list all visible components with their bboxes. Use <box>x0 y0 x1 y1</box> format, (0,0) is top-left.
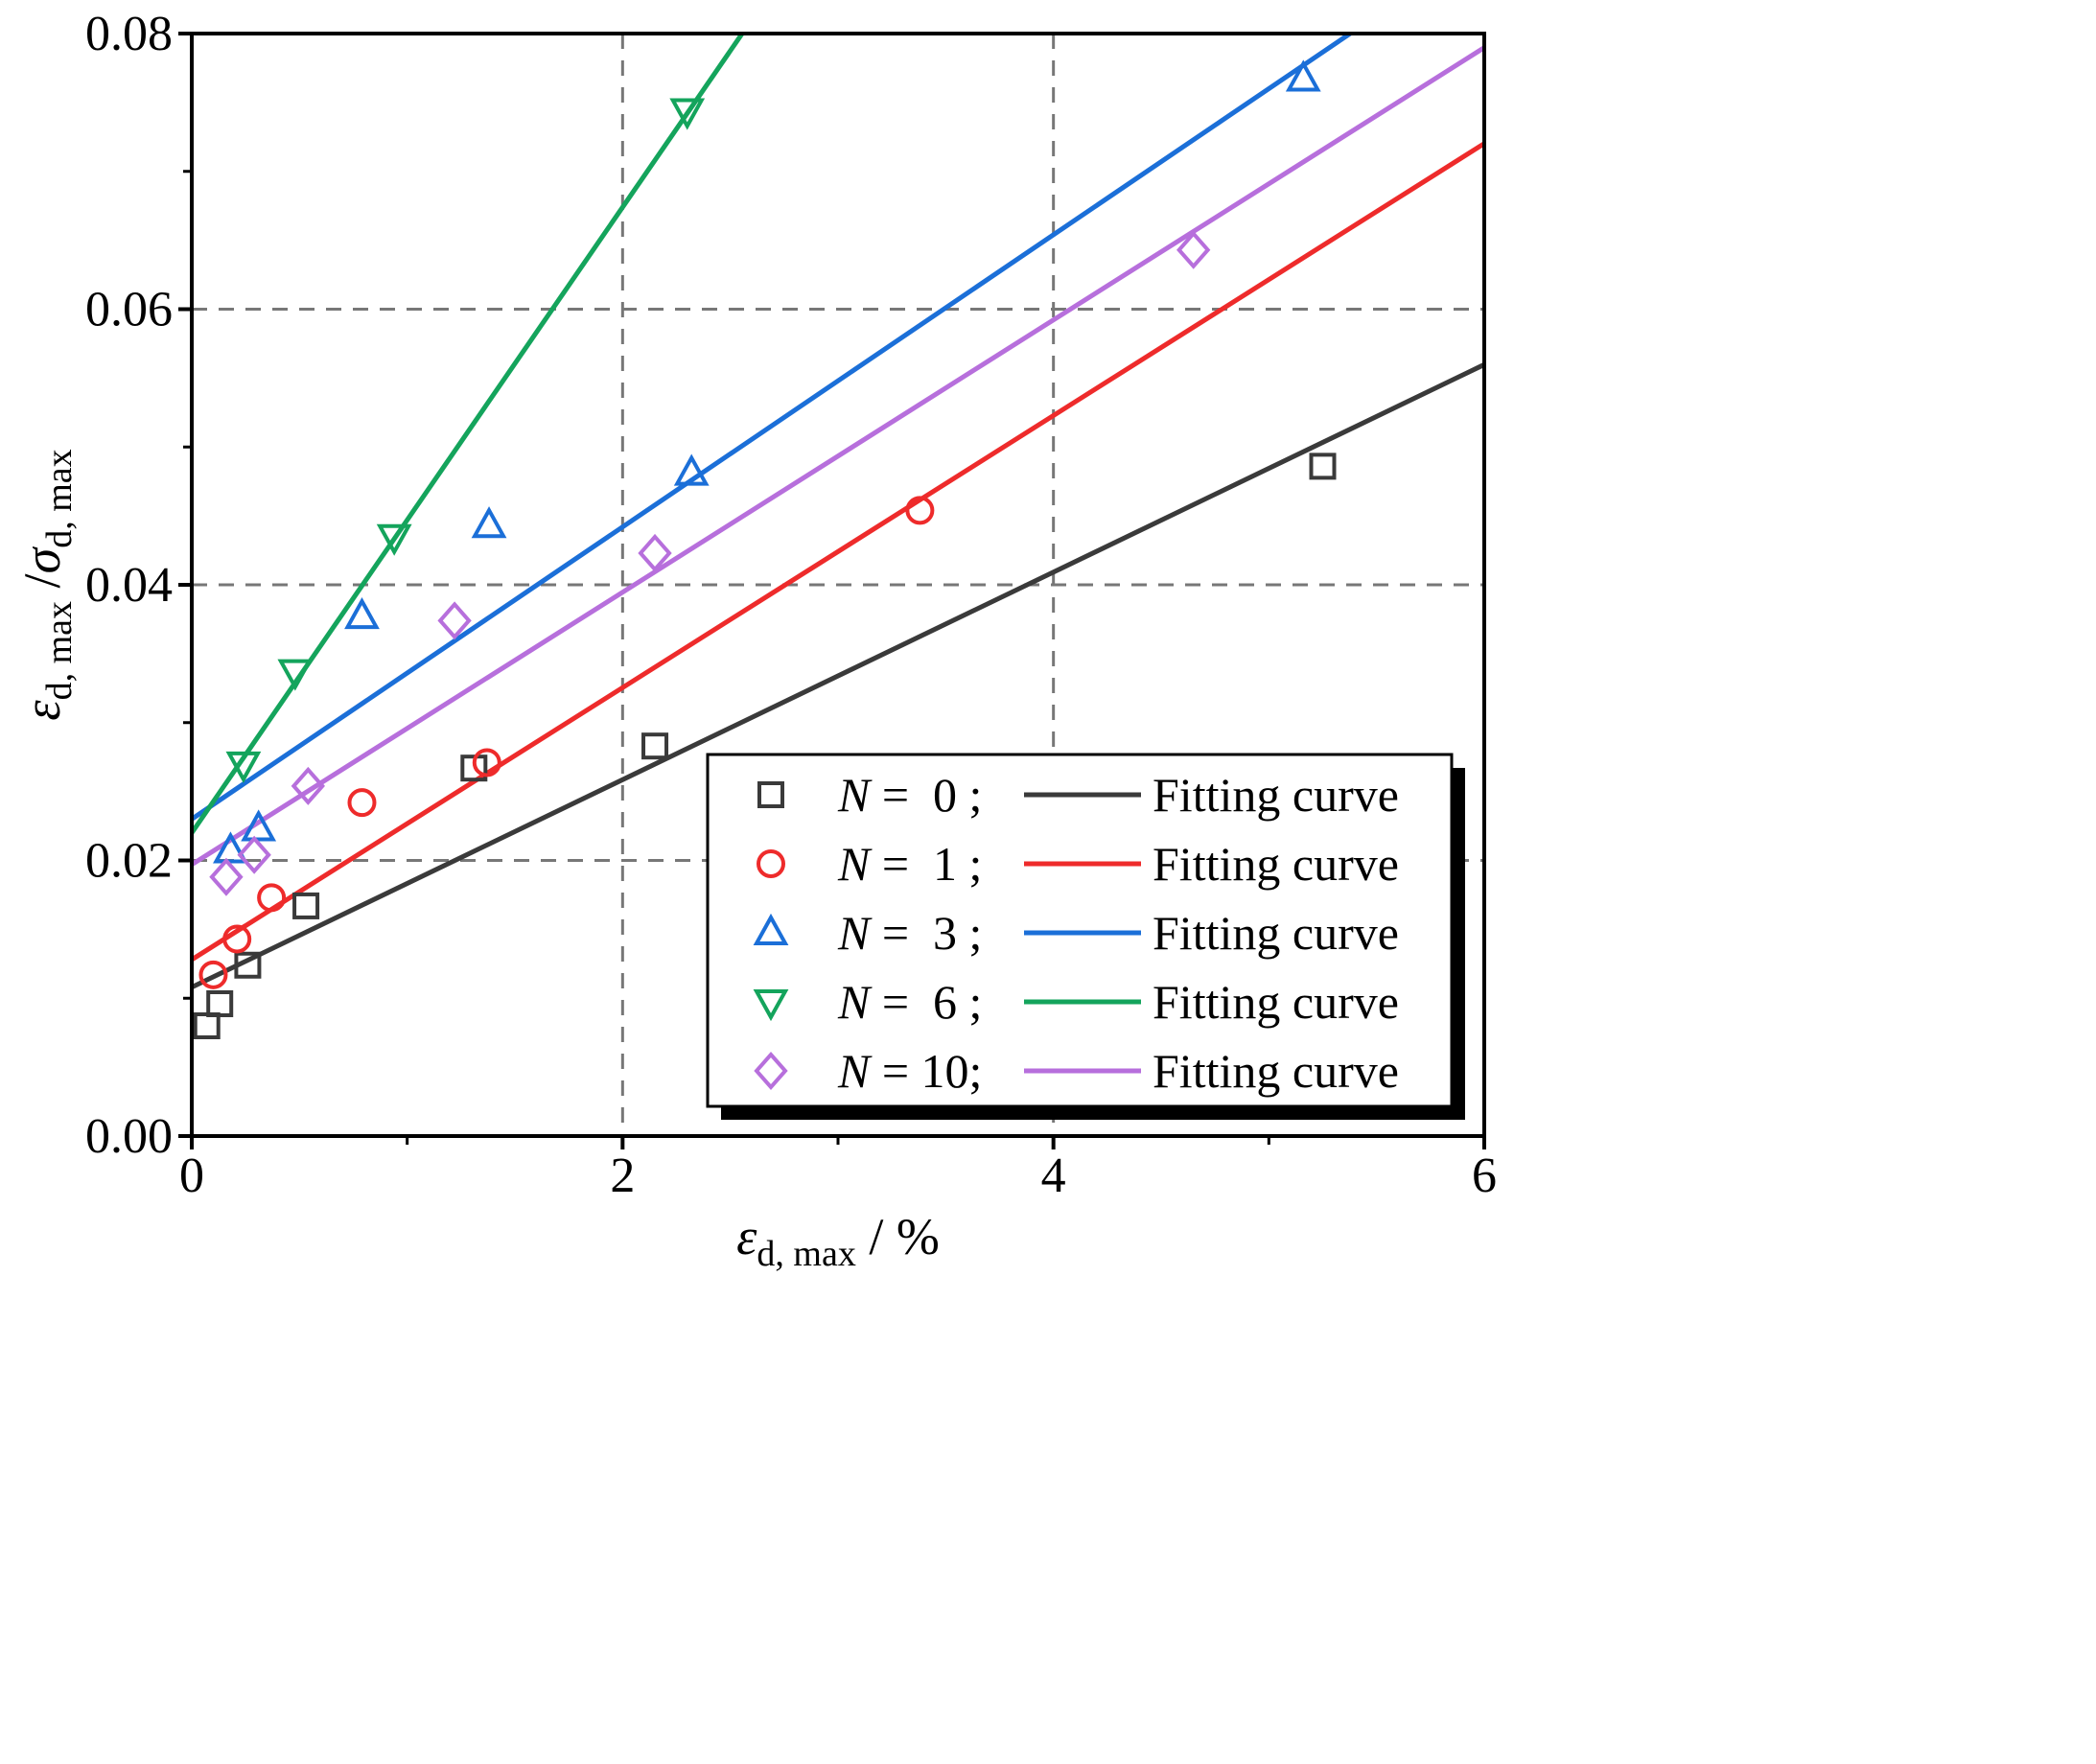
point-n10-0 <box>209 857 244 896</box>
point-n10-3 <box>437 601 472 640</box>
x-tick-label-2: 4 <box>1041 1149 1066 1203</box>
point-n3-5 <box>1285 59 1321 92</box>
legend-marker-n1 <box>757 849 785 878</box>
y-tick-label-3: 0.06 <box>85 283 173 337</box>
legend-fit-label-n6: Fitting curve <box>1153 975 1399 1029</box>
point-n3-3 <box>471 506 507 539</box>
y-tick-label-1: 0.02 <box>85 834 173 889</box>
point-n10-2 <box>291 766 325 805</box>
axis-labels: εd, max / % εd, max /σd, max <box>13 449 940 1274</box>
legend-fit-label-n1: Fitting curve <box>1153 837 1399 891</box>
point-n1-1 <box>222 924 252 954</box>
point-n6-2 <box>376 523 412 556</box>
x-tick-label-0: 0 <box>179 1149 204 1203</box>
point-n6-1 <box>277 659 314 691</box>
x-axis-label: εd, max / % <box>736 1208 940 1274</box>
fit-line-n1 <box>192 141 1484 963</box>
x-tick-label-1: 2 <box>610 1149 635 1203</box>
legend-marker-n10 <box>754 1051 788 1091</box>
legend-marker-n3 <box>753 913 789 945</box>
legend-label-n10: N = 10; <box>837 1044 982 1098</box>
legend-label-n1: N = 1 ; <box>837 837 982 891</box>
point-n0-2 <box>234 951 262 979</box>
point-n3-1 <box>241 809 277 842</box>
point-n10-4 <box>638 533 672 572</box>
point-n6-0 <box>225 751 262 783</box>
point-n1-5 <box>905 496 935 525</box>
point-n1-3 <box>347 788 377 818</box>
data-points <box>193 59 1337 1039</box>
point-n3-0 <box>213 831 248 864</box>
fit-line-n3 <box>192 34 1355 822</box>
legend-label-n0: N = 0 ; <box>837 768 982 822</box>
y-axis-label: εd, max /σd, max <box>13 449 80 720</box>
point-n0-0 <box>193 1012 221 1039</box>
point-n6-3 <box>669 98 706 130</box>
point-n0-5 <box>641 732 669 760</box>
point-n1-2 <box>257 883 287 913</box>
y-tick-label-4: 0.08 <box>85 7 173 61</box>
fit-line-n10 <box>192 45 1484 867</box>
legend-fit-label-n3: Fitting curve <box>1153 906 1399 960</box>
legend-marker-n0 <box>757 781 784 808</box>
point-n3-4 <box>673 453 710 486</box>
point-n0-6 <box>1309 453 1337 480</box>
x-tick-label-3: 6 <box>1472 1149 1497 1203</box>
y-tick-label-2: 0.04 <box>85 558 173 613</box>
point-n0-3 <box>292 892 320 919</box>
point-n0-1 <box>206 990 234 1017</box>
fit-line-n0 <box>192 362 1484 990</box>
legend-fit-label-n10: Fitting curve <box>1153 1044 1399 1098</box>
axes: 0 2 4 6 0.00 0.02 0.04 0.06 0.08 <box>85 7 1497 1203</box>
point-n3-2 <box>344 596 380 630</box>
point-n1-0 <box>198 960 228 989</box>
fit-line-n6 <box>192 34 746 835</box>
y-tick-label-0: 0.00 <box>85 1109 173 1164</box>
point-n10-1 <box>237 835 271 874</box>
legend-marker-n6 <box>753 989 789 1022</box>
legend: N = 0 ; Fitting curve N = 1 ; Fitting curve… <box>706 753 1465 1120</box>
point-n1-4 <box>472 748 501 778</box>
fitting-curves <box>192 34 1484 990</box>
legend-label-n3: N = 3 ; <box>837 906 982 960</box>
legend-fit-label-n0: Fitting curve <box>1153 768 1399 822</box>
point-n10-5 <box>1176 230 1211 269</box>
legend-label-n6: N = 6 ; <box>837 975 982 1029</box>
